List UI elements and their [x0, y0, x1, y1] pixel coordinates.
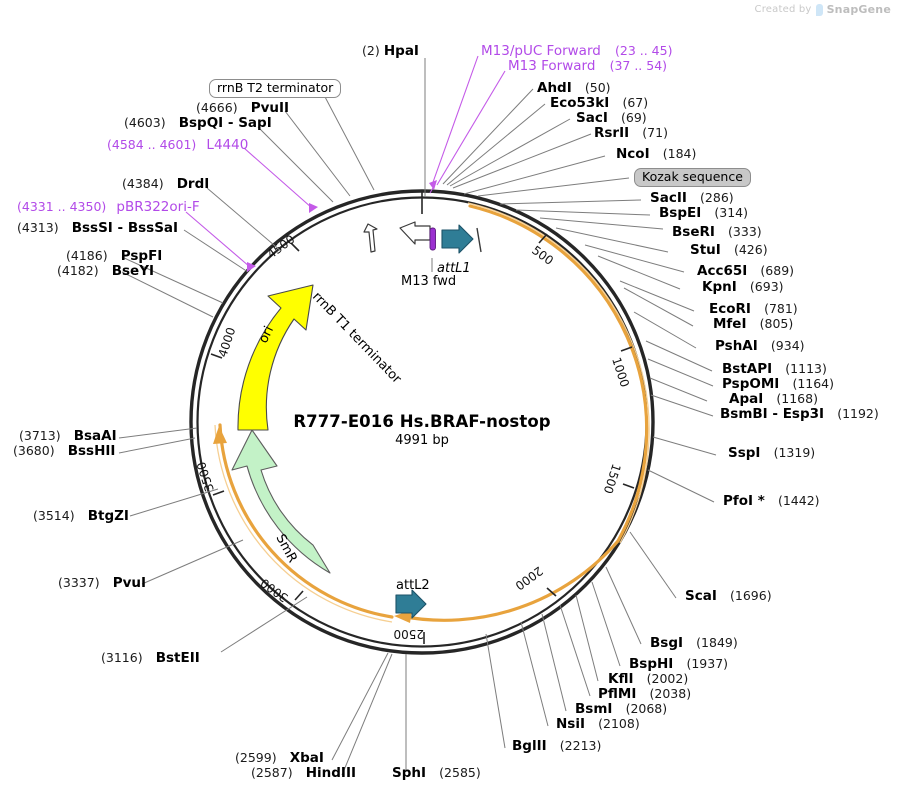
site-label-nsii[interactable]: NsiI (2108) — [556, 716, 640, 732]
site-label-pvuii[interactable]: (4666) PvuII — [196, 100, 290, 116]
ori-feature-arrow — [237, 284, 314, 431]
site-label-btgzi[interactable]: (3514) BtgZI — [33, 508, 129, 524]
site-label-sphi[interactable]: SphI (2585) — [392, 765, 481, 781]
attl1-label: attL1 — [437, 261, 471, 276]
site-label-scai[interactable]: ScaI (1696) — [685, 588, 772, 604]
site-label-pspfi[interactable]: (4186) PspFI — [66, 248, 163, 264]
tick-label-2500: 2500 — [393, 627, 424, 641]
orange-insert-ring-highlight — [467, 202, 650, 544]
site-label-eco53ki[interactable]: Eco53kI (67) — [550, 95, 649, 111]
tick-label-500: 500 — [529, 243, 556, 268]
site-label-acc65i[interactable]: Acc65I (689) — [697, 263, 795, 279]
snapgene-logo-icon — [815, 3, 823, 16]
site-label-bstei[interactable]: (3116) BstEII — [101, 650, 200, 666]
plasmid-size: 4991 bp — [395, 433, 449, 448]
tick-label-3500: 3500 — [194, 460, 217, 493]
purple-feature-bar — [429, 227, 436, 251]
orange-ring-arrowhead-left — [213, 426, 227, 444]
site-label-kpni[interactable]: KpnI (693) — [702, 279, 784, 295]
site-label-pvui[interactable]: (3337) PvuI — [58, 575, 147, 591]
site-label-sacii[interactable]: SacII (286) — [650, 190, 734, 206]
site-label-bseyi[interactable]: (4182) BseYI — [57, 263, 154, 279]
snapgene-watermark: Created by SnapGene — [755, 3, 891, 16]
site-label-bsssi-bsssai[interactable]: (4313) BssSI - BssSaI — [17, 220, 179, 236]
primer-label-m13-puc-forward[interactable]: M13/pUC Forward (23 .. 45) — [481, 43, 673, 59]
primer-label-pbr322ori-f[interactable]: (4331 .. 4350) pBR322ori-F — [17, 199, 200, 215]
attl2-arrow — [395, 589, 427, 619]
leader-lines-primers — [429, 55, 506, 194]
plasmid-title: R777-E016 Hs.BRAF-nostop 4991 bp — [293, 412, 550, 448]
site-label-bglii[interactable]: BglII (2213) — [512, 738, 602, 754]
site-label-hindiii[interactable]: (2587) HindIII — [251, 765, 356, 781]
tick-label-4000: 4000 — [216, 326, 239, 359]
plasmid-name: R777-E016 Hs.BRAF-nostop — [293, 412, 551, 431]
leader-lines-top-right — [442, 88, 606, 195]
site-label-drdi[interactable]: (4384) DrdI — [122, 176, 210, 192]
site-label-sspi[interactable]: SspI (1319) — [728, 445, 816, 461]
site-label-ecori[interactable]: EcoRI (781) — [709, 301, 798, 317]
site-label-ncoi[interactable]: NcoI (184) — [616, 146, 697, 162]
m13-fwd-label: M13 fwd — [401, 274, 456, 289]
site-label-pflmi[interactable]: PflMI (2038) — [598, 686, 692, 702]
watermark-brand: SnapGene — [826, 3, 891, 16]
site-label-hpai[interactable]: (2) HpaI — [362, 43, 419, 59]
rrnb-t2-terminator-label: rrnB T2 terminator — [217, 80, 334, 95]
watermark-prefix: Created by — [754, 4, 812, 15]
site-label-mfei[interactable]: MfeI (805) — [713, 316, 794, 332]
primer-label-m13-forward[interactable]: M13 Forward (37 .. 54) — [508, 58, 668, 74]
leader-line-kozak — [477, 177, 630, 197]
kozak-sequence-box[interactable]: Kozak sequence — [634, 168, 751, 187]
leader-lines-right-upper — [485, 199, 717, 749]
tick-label-2000: 2000 — [513, 564, 546, 593]
site-label-bsaai[interactable]: (3713) BsaAI — [19, 428, 117, 444]
rrnb-t1-terminator-label: rrnB T1 terminator — [309, 289, 404, 387]
site-label-kfli[interactable]: KflI (2002) — [608, 671, 689, 687]
orange-smr-ring-highlight — [214, 424, 393, 623]
site-label-bsmbi-esp3i[interactable]: BsmBI - Esp3I (1192) — [720, 406, 879, 422]
site-label-xbai[interactable]: (2599) XbaI — [235, 750, 324, 766]
site-label-bstapi[interactable]: BstAPI (1113) — [722, 361, 827, 377]
ori-label: ori — [256, 324, 277, 346]
leader-lines-left — [118, 94, 375, 585]
site-label-pshai[interactable]: PshAI (934) — [715, 338, 805, 354]
site-label-apai[interactable]: ApaI (1168) — [729, 391, 818, 407]
site-label-pfoi[interactable]: PfoI * (1442) — [723, 493, 820, 509]
site-label-bspqi-sapi[interactable]: (4603) BspQI - SapI — [124, 115, 272, 131]
primer-label-l4440[interactable]: (4584 .. 4601) L4440 — [107, 137, 249, 153]
site-label-bspei[interactable]: BspEI (314) — [659, 205, 748, 221]
tick-label-1500: 1500 — [601, 462, 624, 495]
site-label-stui[interactable]: StuI (426) — [690, 242, 768, 258]
kozak-sequence-label: Kozak sequence — [642, 169, 743, 184]
rrnb-t1-terminator-arrow — [363, 223, 378, 253]
rrnb-t2-terminator-box[interactable]: rrnB T2 terminator — [209, 79, 342, 98]
tick-label-1000: 1000 — [609, 356, 632, 389]
attl2-label: attL2 — [396, 578, 430, 593]
site-label-pspomi[interactable]: PspOMI (1164) — [722, 376, 835, 392]
site-label-bsphi[interactable]: BspHI (1937) — [629, 656, 729, 672]
site-label-bsmi[interactable]: BsmI (2068) — [575, 701, 668, 717]
orange-smr-ring — [218, 423, 394, 619]
tick-label-4500: 4500 — [265, 232, 298, 261]
site-label-rsrii[interactable]: RsrII (71) — [594, 125, 668, 141]
site-label-bsshii[interactable]: (3680) BssHII — [13, 443, 116, 459]
site-label-ahdi[interactable]: AhdI (50) — [537, 80, 611, 96]
site-label-bseri[interactable]: BseRI (333) — [672, 224, 762, 240]
smr-feature-arrow — [231, 429, 331, 574]
m13-fwd-arrow — [399, 221, 431, 245]
attl1-arrow — [441, 224, 482, 254]
site-label-bsgi[interactable]: BsgI (1849) — [650, 635, 738, 651]
site-label-saci[interactable]: SacI (69) — [576, 110, 647, 126]
leader-lines-bottom — [220, 596, 407, 776]
orange-insert-ring — [398, 204, 649, 622]
